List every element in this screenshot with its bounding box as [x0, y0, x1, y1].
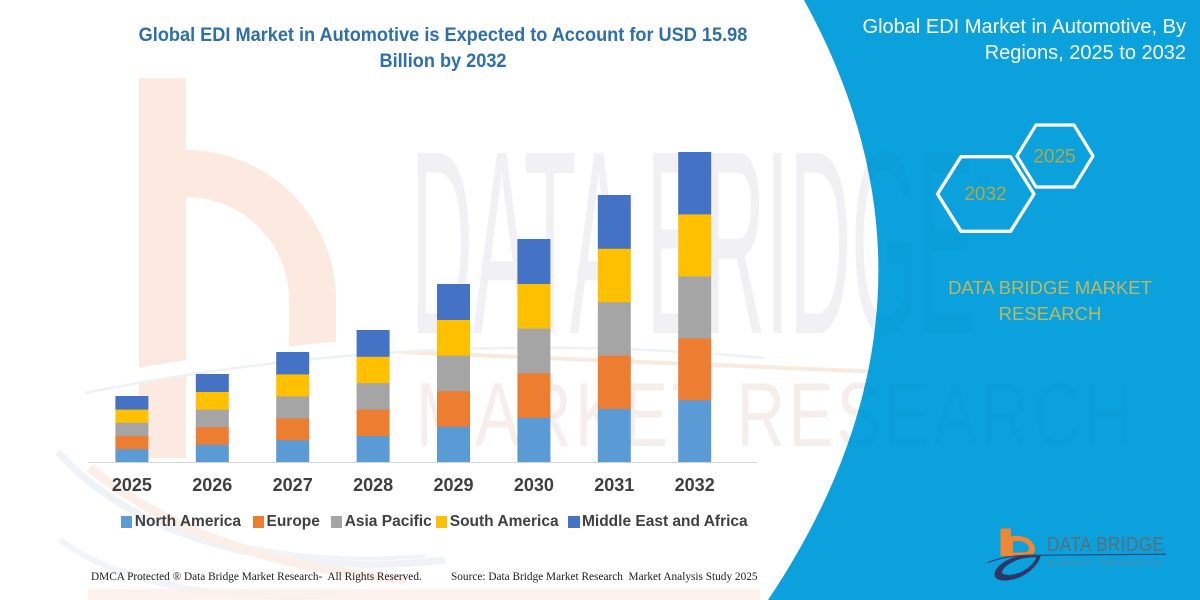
svg-text:DATA BRIDGE: DATA BRIDGE: [411, 98, 975, 390]
svg-text:MARKET RESEARCH: MARKET RESEARCH: [1048, 559, 1163, 568]
svg-text:MARKET RESEARCH: MARKET RESEARCH: [416, 364, 1136, 465]
svg-text:2025: 2025: [1033, 147, 1075, 168]
svg-text:2032: 2032: [964, 184, 1006, 205]
svg-text:DATA BRIDGE: DATA BRIDGE: [1047, 533, 1164, 556]
